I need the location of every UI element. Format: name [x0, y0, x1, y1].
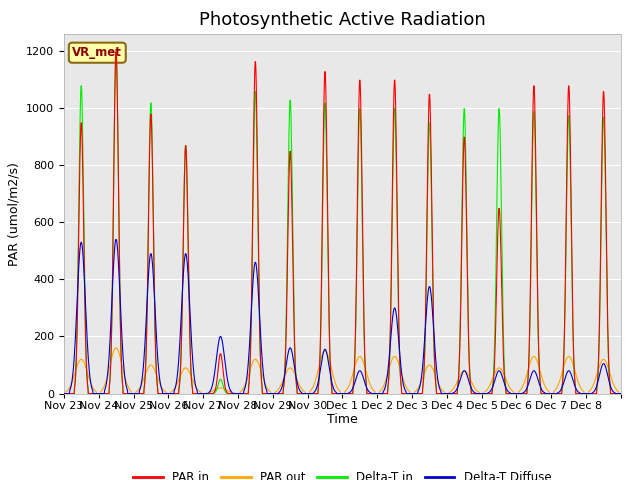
Legend: PAR in, PAR out, Delta-T in, Delta-T Diffuse: PAR in, PAR out, Delta-T in, Delta-T Dif… [129, 466, 556, 480]
Title: Photosynthetic Active Radiation: Photosynthetic Active Radiation [199, 11, 486, 29]
Text: VR_met: VR_met [72, 46, 122, 59]
X-axis label: Time: Time [327, 413, 358, 426]
Y-axis label: PAR (umol/m2/s): PAR (umol/m2/s) [8, 162, 20, 265]
